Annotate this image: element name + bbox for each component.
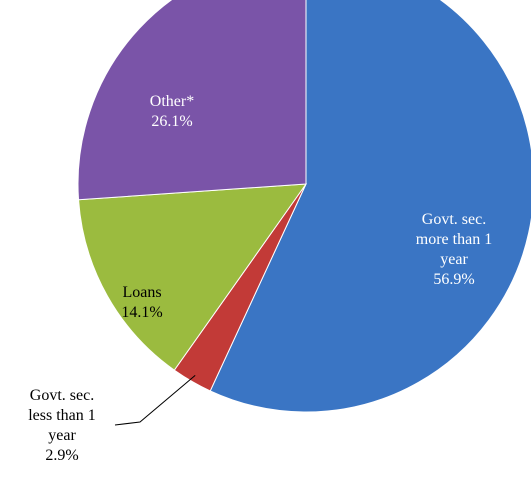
slice-name-line: more than 1 — [416, 231, 492, 248]
slice-name-line: Govt. sec. — [422, 211, 486, 228]
slice-name-line: Other* — [150, 93, 194, 110]
pie-slice-0 — [209, 0, 531, 413]
slice-label-0: Govt. sec. more than 1 year 56.9% — [416, 211, 492, 288]
slice-name-line: less than 1 — [28, 407, 96, 424]
leader-lines — [114, 375, 196, 426]
pie-slice-2 — [78, 183, 308, 371]
slice-value-label: 2.9% — [45, 447, 78, 464]
pie-slice-3 — [77, 0, 307, 201]
slice-labels: Govt. sec. more than 1 year 56.9%Govt. sec.… — [28, 93, 492, 464]
leader-line-1 — [114, 375, 196, 426]
slice-name-line: Loans — [122, 284, 161, 301]
slice-name-line: year — [48, 427, 76, 444]
slice-label-3: Other* 26.1% — [150, 93, 194, 130]
slice-label-2: Loans 14.1% — [121, 284, 162, 321]
slice-value-label: 26.1% — [151, 113, 192, 130]
slice-name-line: year — [440, 251, 468, 268]
slice-label-1: Govt. sec. less than 1 year 2.9% — [28, 387, 96, 464]
pie-slices — [77, 0, 531, 413]
slice-value-label: 56.9% — [433, 271, 474, 288]
slice-name-line: Govt. sec. — [30, 387, 94, 404]
slice-value-label: 14.1% — [121, 304, 162, 321]
